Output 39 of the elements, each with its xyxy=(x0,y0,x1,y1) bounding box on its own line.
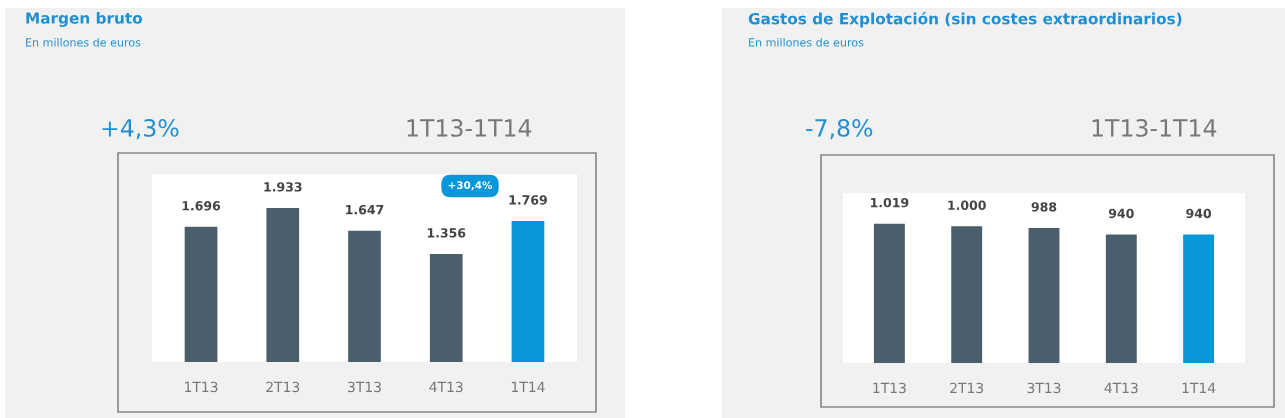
bar xyxy=(1105,234,1137,363)
x-tick-label: 1T14 xyxy=(1182,382,1216,393)
x-tick-label: 2T13 xyxy=(266,381,300,393)
bar xyxy=(266,207,300,362)
data-label: 1.933 xyxy=(264,182,302,192)
chart-title: Margen bruto xyxy=(26,12,143,27)
data-label: 1.356 xyxy=(427,228,466,238)
x-tick-label: 1T13 xyxy=(873,382,906,394)
bar xyxy=(348,230,381,362)
bar xyxy=(1028,227,1060,363)
x-tick-label: 3T13 xyxy=(1027,382,1061,394)
bar xyxy=(951,226,983,363)
chart-subtitle: En millones de euros xyxy=(26,38,141,47)
data-label: 940 xyxy=(1108,208,1134,219)
data-label: 940 xyxy=(1186,208,1212,219)
bar xyxy=(1183,234,1215,363)
x-tick-label: 1T14 xyxy=(511,381,545,392)
data-label: 1.769 xyxy=(509,195,547,205)
x-tick-label: 2T13 xyxy=(950,382,984,394)
bar xyxy=(184,226,218,362)
data-label: 988 xyxy=(1031,202,1057,212)
chart-title: Gastos de Explotación (sin costes extraordinarios) xyxy=(748,12,1182,28)
bar xyxy=(429,253,463,362)
text: +30,4% xyxy=(448,181,493,191)
bar xyxy=(873,223,905,363)
text: 1T13-1T14 xyxy=(407,118,532,137)
data-label: 1.019 xyxy=(871,197,909,208)
x-tick-label: 4T13 xyxy=(1104,382,1138,394)
data-label: 1.647 xyxy=(346,204,384,215)
data-label: 1.696 xyxy=(182,201,221,211)
bar xyxy=(511,220,545,362)
text: 1T13-1T14 xyxy=(1092,118,1217,137)
x-tick-label: 4T13 xyxy=(429,381,463,393)
text: -7,8% xyxy=(806,118,873,140)
x-tick-label: 1T13 xyxy=(185,381,218,393)
text: +4,3% xyxy=(102,118,179,140)
x-tick-label: 3T13 xyxy=(348,381,381,393)
chart-subtitle: En millones de euros xyxy=(749,38,864,47)
data-label: 1.000 xyxy=(948,200,986,210)
